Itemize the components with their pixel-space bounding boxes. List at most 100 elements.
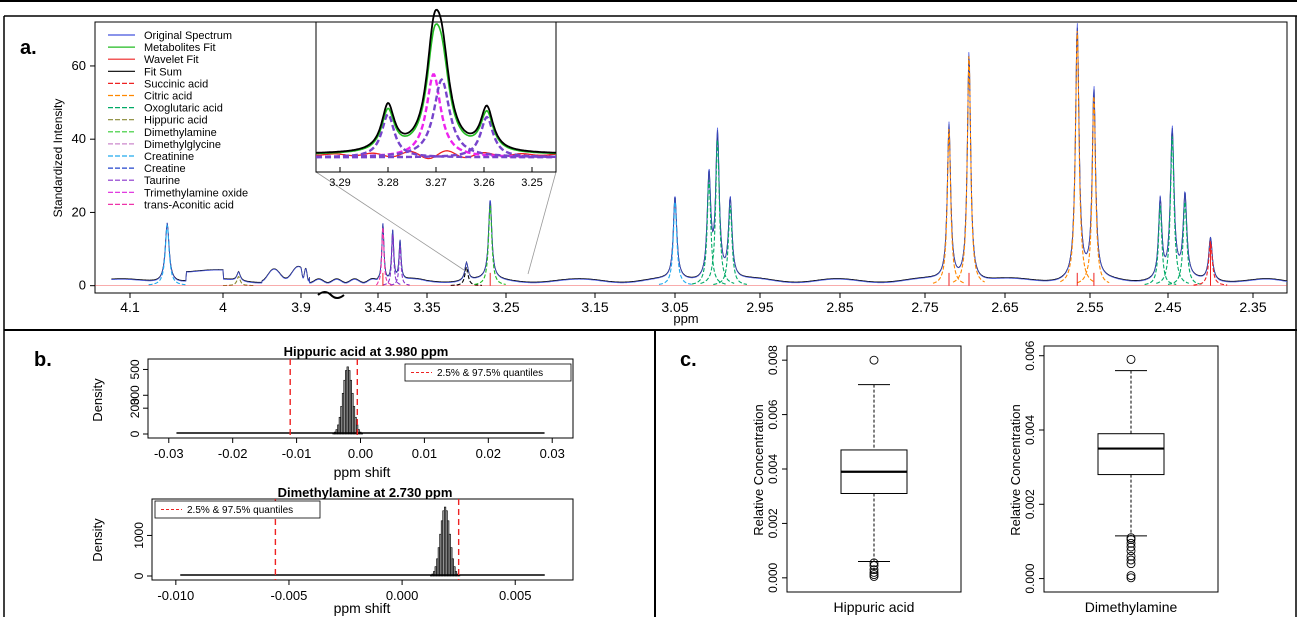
inset-x-tick-label: 3.28 [377, 177, 398, 189]
metabolite-peak-curve [1077, 96, 1110, 284]
b1-x-label: ppm shift [334, 464, 391, 480]
inset-curves [315, 8, 557, 160]
box-y-tick-label: 0.004 [766, 454, 780, 484]
hist-x-tick-label: -0.02 [218, 446, 248, 461]
a-x-tick-label: 2.55 [1076, 299, 1103, 315]
b1-y-label: Density [90, 378, 105, 422]
metabolite-peak-curve [658, 201, 692, 285]
hist-x-tick-label: 0.00 [348, 446, 373, 461]
box-outlier [1126, 538, 1136, 548]
hist-y-tick-label: 300 [128, 385, 142, 405]
b1-legend-box [404, 363, 572, 382]
box-outlier [869, 570, 879, 580]
box-y-tick-label: 0.002 [1023, 489, 1037, 519]
box-y-tick-label: 0.000 [766, 562, 780, 592]
panel-a-plot-box [94, 21, 1288, 294]
c1-y-label: Relative Concentration [751, 404, 766, 536]
hist-x-tick-label: -0.03 [154, 446, 184, 461]
legend-label: Succinic acid [144, 78, 208, 90]
inset-connector-right [527, 171, 557, 275]
b1-legend-text: 2.5% & 97.5% quantiles [437, 368, 543, 379]
a-y-tick-label: 0 [79, 278, 86, 293]
box-y-tick-label: 0.002 [766, 508, 780, 538]
box-y-tick-label: 0.004 [1023, 415, 1037, 445]
metabolite-peak-curve [932, 129, 965, 284]
b1-legend: 2.5% & 97.5% quantiles [404, 363, 572, 382]
a-y-tick-label: 60 [72, 58, 86, 73]
a-x-tick-label: 4 [219, 299, 227, 315]
b2-title: Dimethylamine at 2.730 ppm [278, 485, 453, 500]
inset-zoom: 3.29 3.28 3.27 3.26 3.25 [315, 8, 557, 275]
box-y-tick-label: 0.006 [766, 399, 780, 429]
box-outlier [869, 572, 879, 581]
legend-label: trans-Aconitic acid [144, 199, 234, 211]
a-x-tick-label: 3.15 [581, 299, 608, 315]
inset-x-tick-label: 3.25 [521, 177, 542, 189]
inset-connector-left [315, 171, 471, 275]
box-y-tick-label: 0.000 [1023, 563, 1037, 593]
metabolite-peak-curve [700, 139, 735, 284]
panel-b1-histogram: Hippuric acid at 3.980 ppm -0.03 -0.02 -0.… [90, 344, 574, 480]
a-x-tick-label: 2.85 [826, 299, 853, 315]
c2-category-label: Dimethylamine [1085, 599, 1178, 615]
metabolite-peak-curve [148, 223, 186, 286]
legend-label: Trimethylamine oxide [144, 187, 248, 199]
a-x-tick-label: 4.1 [120, 299, 140, 315]
metabolite-peak-curve [390, 245, 410, 286]
c1-content: 0.000 0.002 0.004 0.006 0.008 [766, 345, 908, 593]
metabolite-peak-curve [1167, 201, 1202, 285]
hist-x-tick-label: -0.010 [157, 588, 194, 603]
metabolite-peak-curve [382, 234, 403, 286]
c2-y-label: Relative Concentration [1008, 404, 1023, 536]
a-y-tick-label: 20 [72, 204, 86, 219]
box-outlier [1126, 573, 1136, 583]
a-x-tick-label: 2.75 [911, 299, 938, 315]
b2-legend: 2.5% & 97.5% quantiles [154, 500, 321, 519]
metabolite-peak-curve [375, 227, 393, 286]
panel-c2-boxplot: 0.000 0.002 0.004 0.006 Relative Concentrat… [1008, 340, 1219, 615]
box-outlier [1126, 555, 1136, 565]
box-outlier [869, 558, 879, 568]
legend-label: Fit Sum [144, 66, 182, 78]
inset-x-ticks: 3.29 3.28 3.27 3.26 3.25 [329, 167, 543, 189]
box-outlier [869, 567, 879, 577]
inset-fit-sum [315, 8, 556, 154]
b2-legend-text: 2.5% & 97.5% quantiles [187, 505, 293, 516]
box-iqr [1097, 433, 1165, 476]
hist-x-tick-label: 0.000 [386, 588, 419, 603]
panel-a-y-ticks: 0 20 40 60 [72, 58, 95, 293]
legend-label: Citric acid [144, 91, 192, 103]
panel-label-a: a. [20, 37, 37, 59]
axis-break-mark [317, 291, 345, 299]
legend-label: Dimethylamine [144, 127, 217, 139]
hist-x-tick-label: 0.01 [412, 446, 437, 461]
hist-x-tick-label: -0.01 [282, 446, 312, 461]
box-outlier [869, 565, 879, 575]
box-y-tick-label: 0.006 [1023, 340, 1037, 370]
box-outlier [1126, 546, 1136, 556]
box-outlier [869, 561, 879, 571]
inset-x-tick-label: 3.29 [329, 177, 350, 189]
legend-label: Dimethylglycine [144, 139, 221, 151]
hist-y-tick-label: 500 [128, 359, 142, 379]
a-x-tick-label: 2.45 [1154, 299, 1181, 315]
b1-title: Hippuric acid at 3.980 ppm [284, 344, 449, 359]
b2-plot-box [151, 498, 574, 581]
metabolite-peak-curve [223, 275, 254, 287]
hist-y-tick-label: 200 [128, 398, 142, 418]
hist-x-tick-label: -0.005 [271, 588, 308, 603]
panel-a-y-label: Standardized Intensity [51, 99, 65, 218]
hist-x-tick-label: 0.03 [540, 446, 565, 461]
a-x-tick-label: 2.35 [1239, 299, 1266, 315]
a-x-tick-label: 2.95 [746, 299, 773, 315]
metabolite-peak-curve [474, 205, 506, 285]
a-x-tick-label: 3.25 [492, 299, 519, 315]
c2-plot-box [1043, 345, 1219, 593]
legend-label: Metabolites Fit [144, 42, 216, 54]
a-x-tick-label: 3.35 [413, 299, 440, 315]
metabolite-peak-curve [450, 266, 482, 286]
b2-content: -0.010 -0.005 0.000 0.005 0 1000 [132, 499, 545, 603]
